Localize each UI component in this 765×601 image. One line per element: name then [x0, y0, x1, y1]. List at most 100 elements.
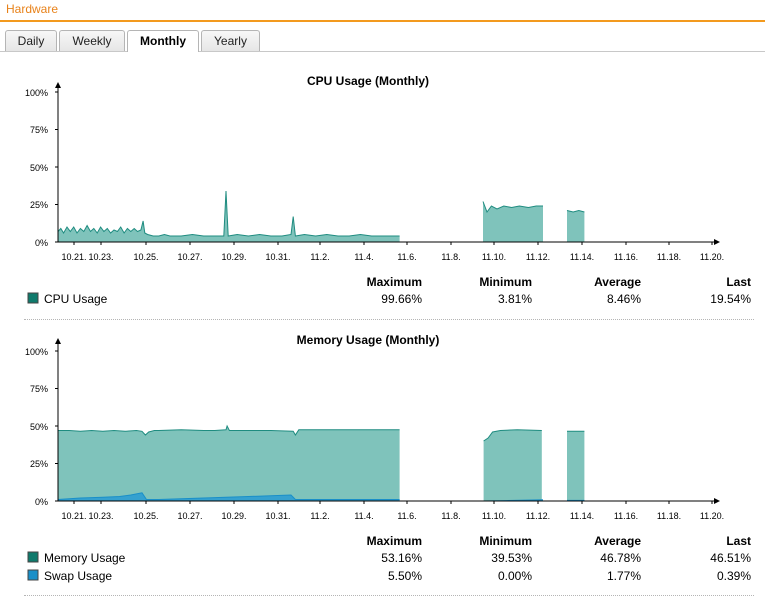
memory-usage-area-segment [58, 426, 400, 501]
x-tick-label: 11.18. [657, 511, 681, 521]
x-tick-label: 11.20. [700, 511, 724, 521]
y-axis-arrow [55, 82, 61, 88]
chart-separator [24, 319, 754, 320]
axes [55, 82, 720, 245]
stats-header: Maximum Minimum Average Last [367, 534, 751, 548]
section-title: Hardware [6, 2, 59, 16]
y-tick-label: 75% [30, 384, 48, 394]
chart-title: Memory Usage (Monthly) [297, 333, 440, 347]
swap-usage-line-segment [57, 492, 400, 500]
y-tick-label: 25% [30, 200, 48, 210]
x-tick-label: 11.4. [354, 511, 373, 521]
tabs-baseline [0, 51, 765, 52]
memory-legend-swatch [27, 551, 39, 563]
x-axis-arrow [714, 239, 720, 245]
stat-last: 19.54% [710, 292, 751, 306]
cpu-usage-area-segment [483, 201, 543, 242]
x-axis-arrow [714, 498, 720, 504]
memory-usage-area-segment [567, 431, 585, 501]
stats-header: Maximum Minimum Average Last [367, 275, 751, 289]
x-tick-label: 10.29. [221, 252, 246, 262]
tab-daily[interactable]: Daily [5, 30, 57, 51]
cpu-usage-area-segment [567, 210, 585, 242]
x-tick-label: 10.23. [88, 511, 113, 521]
x-tick-label: 10.21. [61, 511, 86, 521]
legend-row-cpu-usage: CPU Usage 99.66% 3.81% 8.46% 19.54% [27, 292, 751, 306]
y-tick-label: 100% [25, 347, 48, 357]
stat-minimum: 39.53% [491, 551, 532, 565]
x-axis-ticks: 10.21. 10.23. 10.25. 10.27. 10.29. 10.31. 11.2… [61, 511, 724, 521]
chart-separator [24, 595, 754, 596]
stat-header-last: Last [726, 534, 751, 548]
stat-header-minimum: Minimum [479, 275, 532, 289]
y-tick-label: 75% [30, 125, 48, 135]
tab-monthly[interactable]: Monthly [127, 30, 199, 52]
stat-header-last: Last [726, 275, 751, 289]
stat-header-maximum: Maximum [367, 534, 422, 548]
plot-area [57, 190, 585, 243]
x-tick-label: 11.8. [441, 252, 460, 262]
x-tick-label: 11.4. [354, 252, 373, 262]
stat-maximum: 99.66% [381, 292, 422, 306]
legend-label: Memory Usage [44, 551, 126, 565]
stat-header-average: Average [594, 534, 641, 548]
stat-maximum: 5.50% [388, 569, 422, 583]
x-tick-label: 10.29. [221, 511, 246, 521]
x-tick-label: 11.18. [657, 252, 681, 262]
x-tick-label: 11.12. [526, 252, 550, 262]
y-axis-ticks: 100% 75% 50% 25% 0% [25, 347, 48, 507]
legend-row-memory-usage: Memory Usage 53.16% 39.53% 46.78% 46.51% [27, 551, 751, 565]
y-tick-label: 0% [35, 238, 48, 248]
memory-usage-area-segment [483, 429, 542, 501]
x-tick-label: 11.10. [482, 252, 506, 262]
section-header: Hardware [0, 0, 765, 22]
x-tick-label: 10.25. [133, 511, 158, 521]
legend-label: Swap Usage [44, 569, 112, 583]
memory-usage-line-segment [483, 429, 542, 442]
x-axis-ticks: 10.21. 10.23. 10.25. 10.27. 10.29. 10.31. 11.2… [61, 252, 724, 262]
swap-usage-area-segment [58, 492, 400, 501]
legend-label: CPU Usage [44, 292, 108, 306]
stat-average: 46.78% [600, 551, 641, 565]
x-tick-label: 11.16. [614, 511, 638, 521]
x-tick-label: 11.14. [570, 511, 594, 521]
swap-legend-swatch [27, 569, 39, 581]
x-tick-label: 11.2. [310, 252, 329, 262]
x-tick-label: 11.12. [526, 511, 550, 521]
x-tick-label: 11.6. [397, 511, 416, 521]
y-tick-label: 50% [30, 422, 48, 432]
x-tick-label: 11.2. [310, 511, 329, 521]
period-tabs: Daily Weekly Monthly Yearly [0, 30, 765, 52]
stat-header-maximum: Maximum [367, 275, 422, 289]
cpu-usage-chart: CPU Usage (Monthly) 100% 75% 50% 25% 0% … [25, 74, 751, 306]
stat-last: 0.39% [717, 569, 751, 583]
y-tick-label: 25% [30, 459, 48, 469]
y-axis-ticks: 100% 75% 50% 25% 0% [25, 88, 48, 248]
memory-usage-line-segment [58, 424, 400, 436]
plot-area [57, 424, 585, 502]
stat-header-minimum: Minimum [479, 534, 532, 548]
stat-last: 46.51% [710, 551, 751, 565]
cpu-usage-line-segment [566, 209, 585, 213]
y-tick-label: 0% [35, 497, 48, 507]
legend-row-swap-usage: Swap Usage 5.50% 0.00% 1.77% 0.39% [27, 569, 751, 583]
cpu-legend-swatch [27, 292, 39, 304]
x-tick-label: 11.16. [614, 252, 638, 262]
x-tick-label: 10.31. [265, 252, 290, 262]
x-tick-label: 10.25. [133, 252, 158, 262]
tab-yearly[interactable]: Yearly [201, 30, 260, 51]
stat-average: 1.77% [607, 569, 641, 583]
stat-maximum: 53.16% [381, 551, 422, 565]
axes [55, 338, 720, 504]
cpu-usage-line-segment [57, 190, 400, 237]
x-tick-label: 11.6. [397, 252, 416, 262]
x-tick-label: 10.27. [177, 511, 202, 521]
chart-title: CPU Usage (Monthly) [307, 74, 429, 88]
tab-weekly[interactable]: Weekly [59, 30, 125, 51]
memory-usage-chart: Memory Usage (Monthly) 100% 75% 50% 25% … [25, 333, 751, 583]
cpu-usage-line-segment [482, 201, 543, 214]
cpu-usage-area-segment [58, 191, 400, 242]
stat-minimum: 0.00% [498, 569, 532, 583]
y-tick-label: 100% [25, 88, 48, 98]
stat-header-average: Average [594, 275, 641, 289]
